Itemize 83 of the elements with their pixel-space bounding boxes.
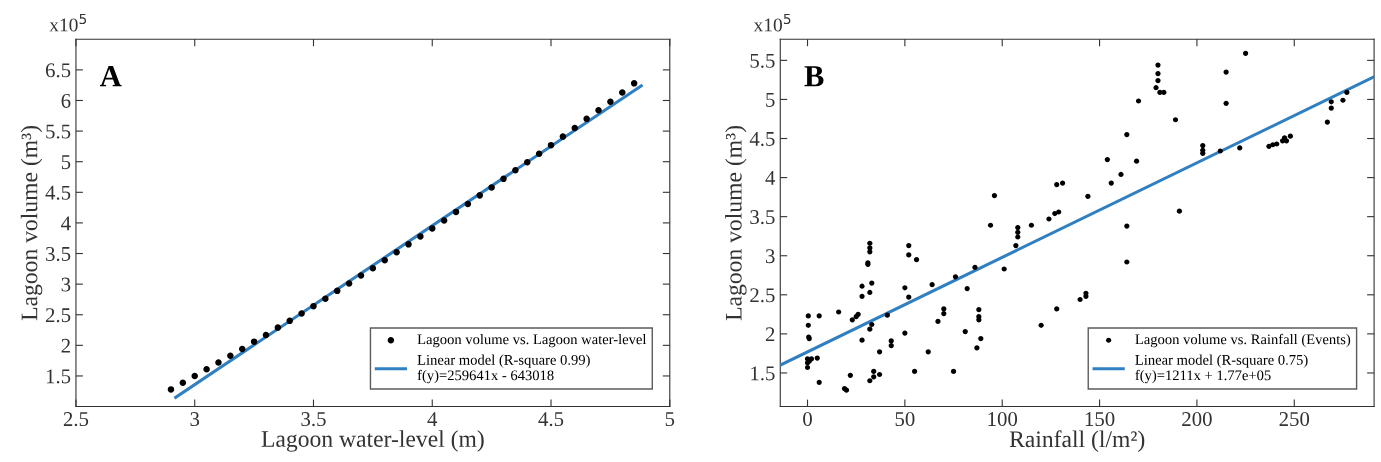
- point: [357, 272, 365, 279]
- y-tick-label: 6: [61, 93, 71, 108]
- x-tick-label: 100: [988, 412, 1018, 427]
- point: [630, 80, 638, 87]
- point: [262, 331, 270, 339]
- y-tick-label: 1.5: [46, 369, 71, 384]
- y-tick-label: 5: [766, 93, 775, 107]
- legend-label: Lagoon volume vs. Rainfall (Events): [1135, 333, 1351, 348]
- point: [464, 200, 472, 208]
- point: [215, 359, 222, 366]
- point: [571, 124, 579, 132]
- point: [179, 379, 187, 386]
- y-tick-label: 2.5: [750, 288, 775, 303]
- y-tick-label: 4: [61, 216, 71, 231]
- point: [547, 141, 555, 149]
- point: [417, 233, 424, 240]
- y-tick-label: 4.5: [749, 132, 775, 147]
- x-tick-label: 250: [1279, 412, 1310, 427]
- point: [476, 192, 484, 199]
- point: [583, 115, 590, 123]
- point: [310, 302, 317, 310]
- point: [512, 167, 519, 174]
- x-tick-label: 150: [1085, 412, 1115, 427]
- y-tick-label: 2: [765, 327, 775, 342]
- legend-label: Linear model (R-square 0.75) f(y)=1211x + 1.77e+05: [1135, 354, 1308, 384]
- x-tick-label: 5: [665, 412, 675, 427]
- point: [167, 386, 175, 393]
- point: [559, 133, 567, 140]
- point: [607, 98, 614, 105]
- y-tick-label: 3.5: [750, 210, 775, 225]
- y-axis-title: Lagoon volume (m³): [20, 125, 43, 321]
- x-tick-label: 4.5: [538, 412, 564, 427]
- x-axis-title: Rainfall (l/m²): [1009, 430, 1145, 452]
- point: [405, 241, 412, 248]
- y-tick-label: 6.5: [45, 63, 71, 78]
- legend-label: Linear model (R-square 0.99) f(y)=259641x - 643018: [417, 354, 590, 384]
- legend-label: Lagoon volume vs. Lagoon water-level: [417, 333, 647, 348]
- y-tick-label: 1.5: [751, 366, 775, 381]
- y-tick-label: 5.5: [750, 53, 775, 68]
- y-tick-label: 3.5: [46, 246, 71, 262]
- point: [595, 107, 602, 114]
- point: [286, 317, 293, 325]
- point: [238, 345, 246, 353]
- x-tick-label: 50: [895, 412, 915, 427]
- point: [203, 365, 210, 373]
- point: [619, 89, 626, 96]
- point: [535, 150, 543, 157]
- point: [227, 352, 234, 360]
- point: [500, 175, 507, 183]
- text: x10$^{5}$: [753, 13, 791, 32]
- point: [369, 264, 377, 272]
- point: [429, 225, 436, 232]
- point: [452, 208, 460, 216]
- text: x10$^{5}$: [49, 13, 87, 32]
- y-axis-title: Lagoon volume (m³): [725, 125, 747, 321]
- x-tick-label: 200: [1182, 412, 1212, 427]
- point: [274, 324, 282, 331]
- point: [488, 184, 495, 191]
- point: [298, 310, 305, 317]
- point: [440, 217, 448, 224]
- y-tick-label: 3: [765, 249, 775, 264]
- annotation: B: [804, 66, 824, 87]
- point: [250, 338, 258, 345]
- y-tick-label: 4.5: [45, 185, 71, 200]
- point: [393, 249, 400, 256]
- y-tick-label: 2.5: [45, 308, 71, 323]
- x-axis-title: Lagoon water-level (m): [261, 430, 484, 452]
- point: [333, 287, 341, 295]
- x-tick-label: 3.5: [301, 412, 326, 427]
- point: [524, 159, 531, 166]
- y-tick-label: 5: [61, 155, 71, 170]
- point: [191, 372, 198, 380]
- x-tick-label: 4: [427, 412, 438, 426]
- y-tick-label: 4: [765, 171, 776, 185]
- y-tick-label: 5.5: [46, 124, 71, 139]
- x-tick-label: 0: [803, 412, 812, 427]
- point: [322, 295, 329, 303]
- y-tick-label: 3: [61, 277, 71, 292]
- annotation: A: [100, 66, 122, 87]
- point: [345, 280, 353, 287]
- x-tick-label: 3: [190, 412, 200, 427]
- point: [381, 257, 388, 264]
- y-tick-label: 2: [61, 338, 70, 353]
